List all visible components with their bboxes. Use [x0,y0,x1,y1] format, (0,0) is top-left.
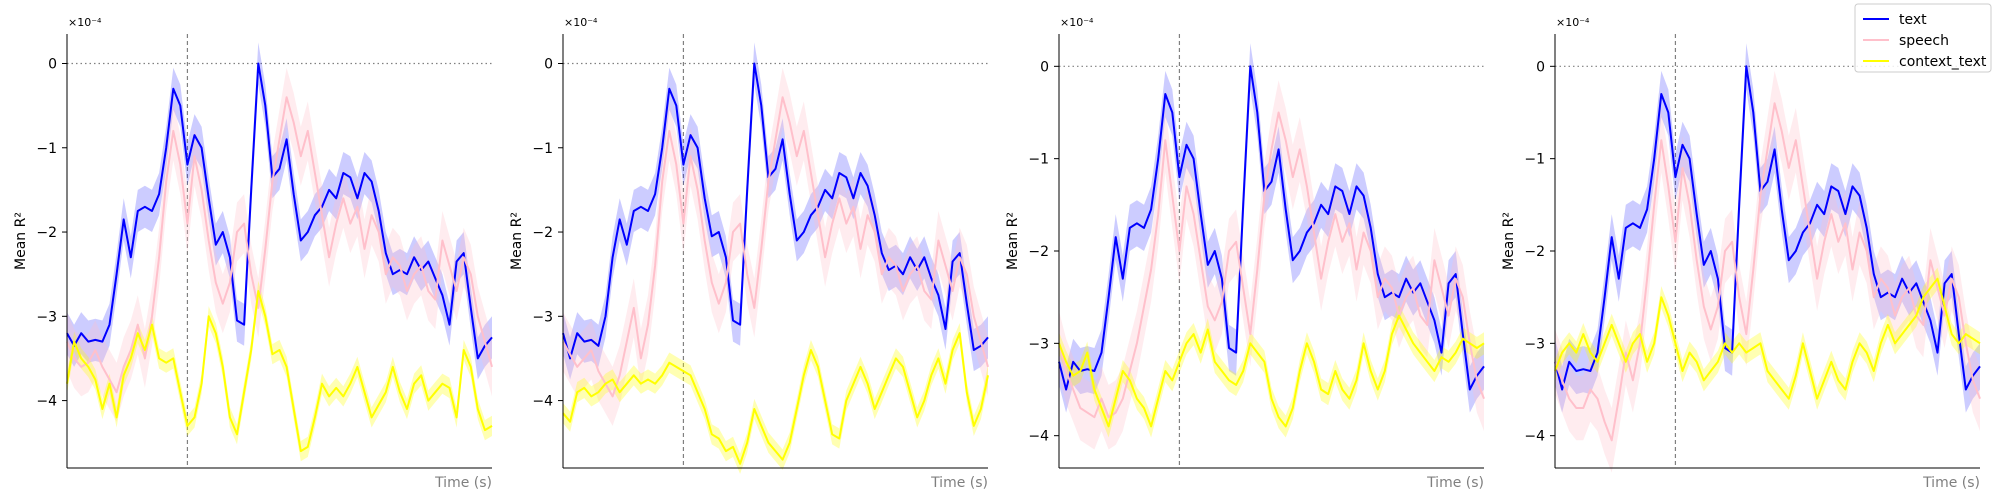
y-tick-label: −2 [1524,244,1545,260]
series-band-text [1555,43,1980,413]
y-tick-label: 0 [544,56,553,72]
panel-2: 0 −1 −2 −3 −4 ×10⁻⁴ Mean R² Time (s) [509,16,989,491]
legend-label-speech: speech [1899,33,1949,49]
y-tick-label: −4 [36,394,57,410]
axis-exponent-label: ×10⁻⁴ [564,16,598,29]
axis-exponent-label: ×10⁻⁴ [1556,16,1590,29]
legend-label-context_text: context_text [1899,54,1987,70]
series-line-context_text [66,290,493,453]
x-axis-label: Time (s) [930,475,988,491]
axis-exponent-label: ×10⁻⁴ [68,16,102,29]
panel-3: 0 −1 −2 −3 −4 ×10⁻⁴ Mean R² Time (s) [1005,16,1485,491]
series-line-context_text [1058,314,1485,428]
series-line-speech [1058,111,1485,419]
y-axis-label: Mean R² [1005,212,1021,270]
y-tick-label: −1 [1524,152,1545,168]
series-line-text [1058,65,1485,391]
panel-1: 0 −1 −2 −3 −4 ×10⁻⁴ Mean R² Time (s) [13,16,493,491]
y-tick-label: −2 [532,225,553,241]
series-band-speech [67,67,492,422]
y-tick-label: −1 [1028,152,1049,168]
series-band-speech [1059,80,1484,450]
y-tick-label: −4 [532,394,553,410]
y-axis-label: Mean R² [509,212,525,270]
x-axis-label: Time (s) [1922,475,1980,491]
series-band-speech [563,67,988,426]
series-line-text [562,62,989,360]
series-line-speech [1554,102,1981,442]
y-tick-label: −3 [532,309,553,325]
series-band-speech [1555,70,1980,473]
legend: text speech context_text [1854,3,1992,73]
series-line-text [1554,65,1981,391]
axis-exponent-label: ×10⁻⁴ [1060,16,1094,29]
y-tick-label: 0 [1040,59,1049,75]
panel-4: 0 −1 −2 −3 −4 ×10⁻⁴ Mean R² Time (s) [1501,16,1981,491]
x-axis-label: Time (s) [1426,475,1484,491]
y-tick-label: −4 [1524,429,1545,445]
y-tick-label: −1 [36,141,57,157]
y-axis-label: Mean R² [13,212,29,270]
y-tick-label: −2 [1028,244,1049,260]
y-tick-label: 0 [1536,59,1545,75]
y-axis-label: Mean R² [1501,212,1517,270]
series-line-speech [562,96,989,398]
series-line-context_text [562,332,989,465]
y-tick-label: −2 [36,225,57,241]
x-axis-label: Time (s) [434,475,492,491]
legend-label-text: text [1899,12,1927,28]
series-line-text [66,62,493,360]
y-tick-label: −3 [1028,336,1049,352]
series-line-speech [66,96,493,394]
y-tick-label: 0 [48,56,57,72]
y-tick-label: −3 [36,309,57,325]
y-tick-label: −3 [1524,336,1545,352]
y-tick-label: −1 [532,141,553,157]
series-band-context_text [563,323,988,474]
series-line-context_text [1554,277,1981,400]
legend-frame [1854,3,1992,73]
y-tick-label: −4 [1028,429,1049,445]
